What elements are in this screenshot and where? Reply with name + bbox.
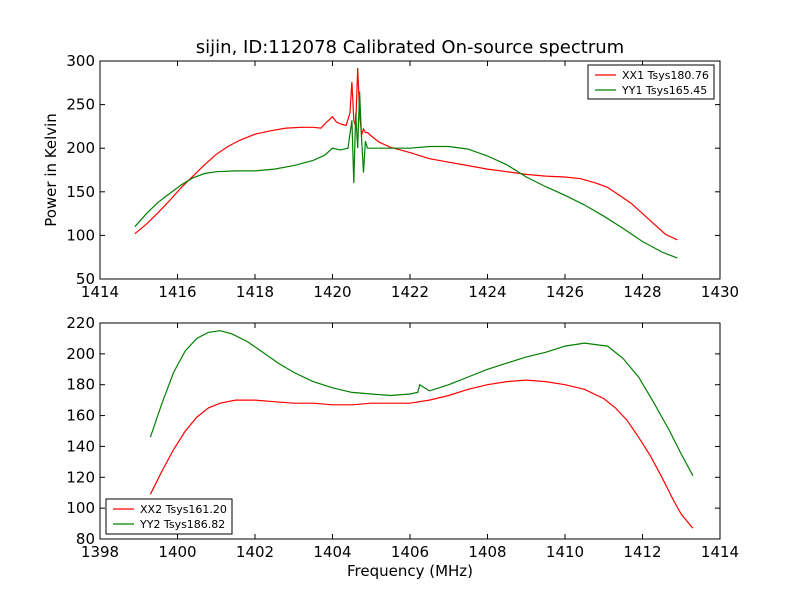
x-tick-label: 1426: [546, 283, 584, 301]
figure-title: sijin, ID:112078 Calibrated On-source sp…: [196, 37, 624, 58]
x-tick-label: 1400: [158, 543, 196, 561]
x-tick-label: 1408: [468, 543, 506, 561]
legend-entry: YY2 Tsys186.82: [139, 518, 225, 531]
x-tick-label: 1406: [391, 543, 429, 561]
y-tick-label: 50: [76, 270, 95, 288]
y-tick-label: 200: [66, 345, 95, 363]
x-tick-label: 1428: [623, 283, 661, 301]
y-tick-label: 180: [66, 376, 95, 394]
series-line-1-2: [134, 91, 678, 259]
x-tick-label: 1416: [158, 283, 196, 301]
x-tick-label: 1414: [81, 283, 119, 301]
x-tick-label: 1418: [236, 283, 274, 301]
legend-box: [105, 498, 233, 535]
series-line-2-2: [149, 330, 694, 476]
y-tick-label: 120: [66, 468, 95, 486]
x-tick-label: 1402: [236, 543, 274, 561]
series-line-2-1: [149, 379, 694, 529]
legend-entry: XX1 Tsys180.76: [622, 69, 709, 82]
x-tick-label: 1412: [623, 543, 661, 561]
y-tick-label: 100: [66, 499, 95, 517]
y-tick-label: 220: [66, 314, 95, 332]
x-tick-label: 1414: [701, 543, 739, 561]
x-tick-label: 1422: [391, 283, 429, 301]
legend: XX2 Tsys161.20 YY2 Tsys186.82: [105, 498, 233, 535]
series-line-1-1: [134, 67, 678, 241]
legend-entry: YY1 Tsys165.45: [621, 84, 707, 97]
y-tick-label: 250: [66, 96, 95, 114]
y-tick-label: 150: [66, 183, 95, 201]
x-tick-label: 1404: [313, 543, 351, 561]
y-tick-label: 100: [66, 226, 95, 244]
y-tick-label: 80: [76, 530, 95, 548]
legend: XX1 Tsys180.76 YY1 Tsys165.45: [587, 64, 715, 100]
legend-entry: XX2 Tsys161.20: [140, 503, 227, 516]
legend-box: [587, 64, 715, 100]
x-axis-label: Frequency (MHz): [347, 562, 473, 580]
y-tick-label: 200: [66, 139, 95, 157]
bottom-panel: 1398 1400 1402 1404 1406 1408 1410 1412 1414 80 10…: [66, 314, 739, 561]
top-panel: 1414 1416 1418 1420 1422 1424 1426 1428 1430 50 10…: [66, 52, 739, 301]
x-tick-label: 1420: [313, 283, 351, 301]
y-tick-label: 160: [66, 407, 95, 425]
y-tick-label: 140: [66, 437, 95, 455]
y-tick-label: 300: [66, 52, 95, 70]
x-tick-label: 1424: [468, 283, 506, 301]
x-tick-label: 1410: [546, 543, 584, 561]
x-tick-label: 1398: [81, 543, 119, 561]
y-axis-label: Power in Kelvin: [42, 113, 60, 227]
x-tick-label: 1430: [701, 283, 739, 301]
